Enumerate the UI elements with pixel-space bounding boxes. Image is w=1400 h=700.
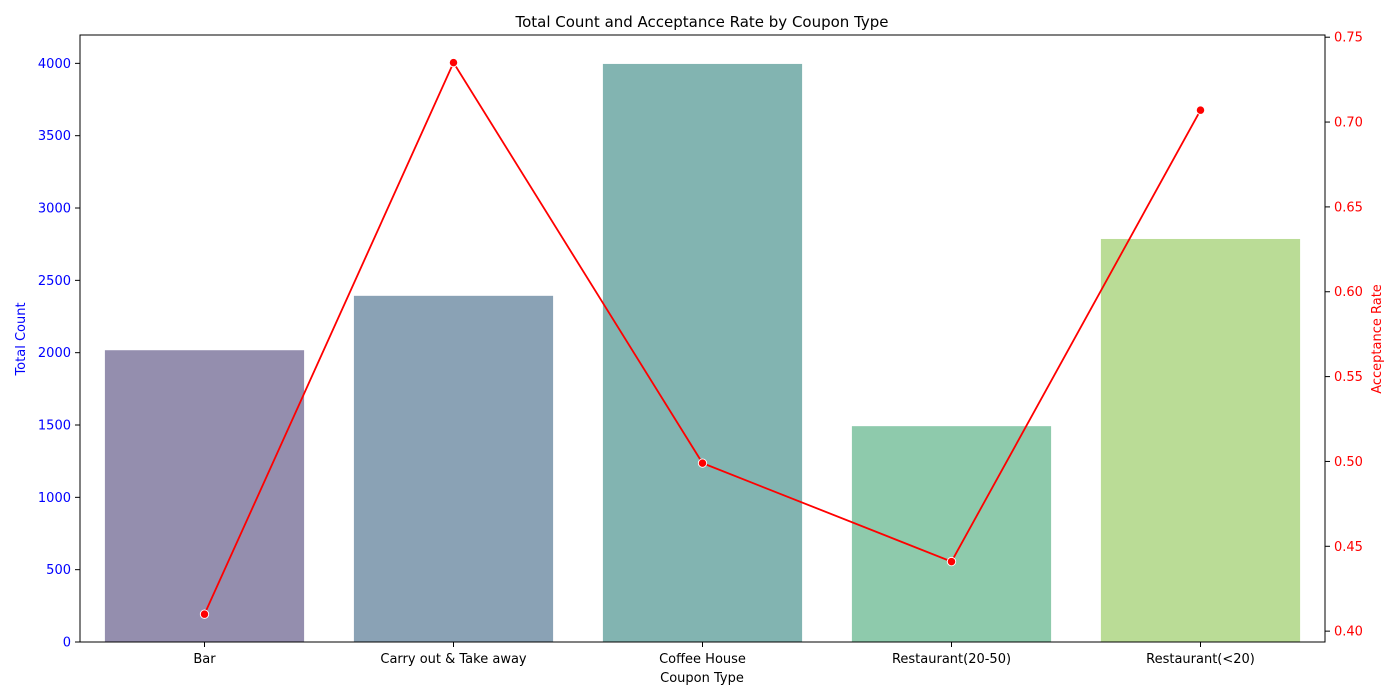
right-axis-label: Acceptance Rate bbox=[1370, 284, 1385, 394]
bar-1 bbox=[353, 295, 554, 642]
bar-4 bbox=[1100, 238, 1301, 642]
right-tick-label-3: 0.55 bbox=[1334, 370, 1363, 385]
left-tick-label-0: 0 bbox=[63, 636, 71, 651]
right-axis: 0.40 0.45 0.50 0.55 0.60 0.65 0.70 0.75 bbox=[1325, 31, 1363, 640]
left-tick-label-4: 2000 bbox=[38, 346, 71, 361]
left-tick-label-7: 3500 bbox=[38, 129, 71, 144]
right-tick-label-4: 0.60 bbox=[1334, 285, 1363, 300]
x-tick-label-2: Coffee House bbox=[659, 652, 746, 667]
x-axis: Bar Carry out & Take away Coffee House Rest… bbox=[193, 642, 1255, 667]
x-tick-label-0: Bar bbox=[193, 652, 216, 667]
x-tick-label-1: Carry out & Take away bbox=[380, 652, 527, 667]
line-layer bbox=[199, 58, 1206, 619]
bar-2 bbox=[602, 63, 803, 643]
x-tick-label-4: Restaurant(<20) bbox=[1146, 652, 1255, 667]
left-tick-label-2: 1000 bbox=[38, 491, 71, 506]
rate-point-0 bbox=[199, 609, 210, 619]
left-tick-label-6: 3000 bbox=[38, 202, 71, 217]
x-axis-label: Coupon Type bbox=[660, 671, 744, 686]
left-tick-label-8: 4000 bbox=[38, 57, 71, 72]
right-tick-label-2: 0.50 bbox=[1334, 455, 1363, 470]
right-tick-label-7: 0.75 bbox=[1334, 31, 1363, 46]
rate-point-3 bbox=[946, 556, 957, 567]
rate-point-4 bbox=[1195, 105, 1206, 115]
rate-point-2 bbox=[697, 458, 708, 468]
rate-point-1 bbox=[448, 58, 459, 68]
x-tick-label-3: Restaurant(20-50) bbox=[892, 652, 1011, 667]
bar-3 bbox=[851, 426, 1052, 642]
right-tick-label-0: 0.40 bbox=[1334, 625, 1363, 640]
left-tick-label-3: 1500 bbox=[38, 419, 71, 434]
bar-0 bbox=[104, 350, 305, 642]
left-tick-label-5: 2500 bbox=[38, 274, 71, 289]
left-axis: 0 500 1000 1500 2000 2500 3000 3500 4000 bbox=[38, 57, 80, 651]
left-axis-label: Total Count bbox=[14, 302, 29, 376]
bars-layer bbox=[104, 63, 1301, 643]
right-tick-label-1: 0.45 bbox=[1334, 540, 1363, 555]
left-tick-label-1: 500 bbox=[46, 563, 71, 578]
chart-title: Total Count and Acceptance Rate by Coupo… bbox=[514, 13, 888, 31]
right-tick-label-5: 0.65 bbox=[1334, 200, 1363, 215]
right-tick-label-6: 0.70 bbox=[1334, 116, 1363, 131]
